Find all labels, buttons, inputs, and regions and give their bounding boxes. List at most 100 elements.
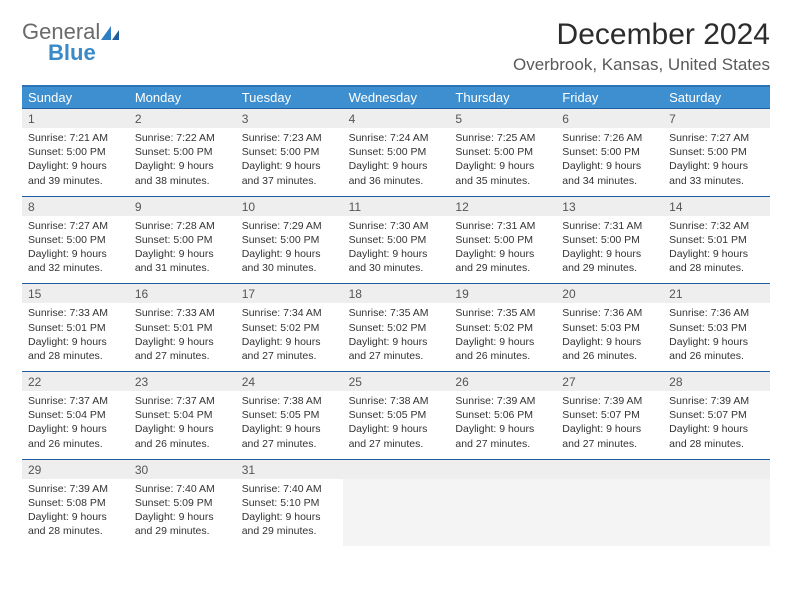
day-number: 31 <box>236 460 343 479</box>
day-number: 7 <box>663 109 770 128</box>
sunset-value: 5:00 PM <box>387 234 426 246</box>
sunset-line: Sunset: 5:04 PM <box>135 408 230 422</box>
daylight-line: Daylight: 9 hours and 29 minutes. <box>242 510 337 538</box>
sunset-value: 5:00 PM <box>280 234 319 246</box>
daynum-strip: 1234567 <box>22 109 770 128</box>
day-body: Sunrise: 7:21 AMSunset: 5:00 PMDaylight:… <box>22 128 129 196</box>
dow-cell: Wednesday <box>343 87 450 108</box>
daylight-line: Daylight: 9 hours and 27 minutes. <box>242 335 337 363</box>
sunset-value: 5:06 PM <box>494 409 533 421</box>
daynum-strip: 15161718192021 <box>22 284 770 303</box>
sunrise-line: Sunrise: 7:35 AM <box>455 306 550 320</box>
sunrise-line: Sunrise: 7:25 AM <box>455 131 550 145</box>
sunrise-value: 7:21 AM <box>69 132 108 144</box>
daylight-value: 9 hours and 27 minutes. <box>135 336 214 362</box>
sunset-value: 5:00 PM <box>173 146 212 158</box>
sunrise-value: 7:39 AM <box>497 395 536 407</box>
sunset-line: Sunset: 5:00 PM <box>135 233 230 247</box>
sunrise-value: 7:39 AM <box>604 395 643 407</box>
day-number: 27 <box>556 372 663 391</box>
day-body: Sunrise: 7:37 AMSunset: 5:04 PMDaylight:… <box>129 391 236 459</box>
day-number: 20 <box>556 284 663 303</box>
sunrise-line: Sunrise: 7:40 AM <box>135 482 230 496</box>
sail-icon <box>100 25 120 41</box>
week-row: 891011121314Sunrise: 7:27 AMSunset: 5:00… <box>22 196 770 284</box>
daylight-line: Daylight: 9 hours and 34 minutes. <box>562 159 657 187</box>
sunrise-value: 7:33 AM <box>176 307 215 319</box>
sunset-value: 5:00 PM <box>494 234 533 246</box>
daylight-line: Daylight: 9 hours and 26 minutes. <box>135 422 230 450</box>
day-number: 21 <box>663 284 770 303</box>
daylight-value: 9 hours and 29 minutes. <box>242 511 321 537</box>
sunrise-value: 7:37 AM <box>176 395 215 407</box>
sunset-value: 5:01 PM <box>67 322 106 334</box>
day-body: Sunrise: 7:35 AMSunset: 5:02 PMDaylight:… <box>449 303 556 371</box>
dow-cell: Monday <box>129 87 236 108</box>
sunset-value: 5:07 PM <box>708 409 747 421</box>
day-number: 9 <box>129 197 236 216</box>
daylight-value: 9 hours and 26 minutes. <box>669 336 748 362</box>
daylight-value: 9 hours and 33 minutes. <box>669 160 748 186</box>
sunset-value: 5:04 PM <box>173 409 212 421</box>
day-body: Sunrise: 7:30 AMSunset: 5:00 PMDaylight:… <box>343 216 450 284</box>
day-body <box>343 479 450 547</box>
day-number <box>449 460 556 479</box>
daylight-value: 9 hours and 34 minutes. <box>562 160 641 186</box>
daylight-line: Daylight: 9 hours and 26 minutes. <box>28 422 123 450</box>
day-body: Sunrise: 7:29 AMSunset: 5:00 PMDaylight:… <box>236 216 343 284</box>
dow-cell: Tuesday <box>236 87 343 108</box>
day-of-week-header: SundayMondayTuesdayWednesdayThursdayFrid… <box>22 87 770 108</box>
sunrise-line: Sunrise: 7:30 AM <box>349 219 444 233</box>
daylight-value: 9 hours and 26 minutes. <box>455 336 534 362</box>
daylight-value: 9 hours and 26 minutes. <box>562 336 641 362</box>
sunrise-value: 7:27 AM <box>711 132 750 144</box>
day-number: 18 <box>343 284 450 303</box>
sunrise-value: 7:40 AM <box>176 483 215 495</box>
sunrise-value: 7:35 AM <box>390 307 429 319</box>
daylight-line: Daylight: 9 hours and 28 minutes. <box>28 510 123 538</box>
sunset-line: Sunset: 5:00 PM <box>135 145 230 159</box>
day-number: 1 <box>22 109 129 128</box>
daylight-value: 9 hours and 29 minutes. <box>135 511 214 537</box>
day-number: 24 <box>236 372 343 391</box>
dow-cell: Saturday <box>663 87 770 108</box>
day-body: Sunrise: 7:27 AMSunset: 5:00 PMDaylight:… <box>663 128 770 196</box>
daylight-line: Daylight: 9 hours and 27 minutes. <box>562 422 657 450</box>
sunrise-line: Sunrise: 7:33 AM <box>135 306 230 320</box>
sunrise-line: Sunrise: 7:39 AM <box>669 394 764 408</box>
sunset-line: Sunset: 5:03 PM <box>562 321 657 335</box>
sunrise-line: Sunrise: 7:29 AM <box>242 219 337 233</box>
day-body: Sunrise: 7:23 AMSunset: 5:00 PMDaylight:… <box>236 128 343 196</box>
daylight-value: 9 hours and 36 minutes. <box>349 160 428 186</box>
location-text: Overbrook, Kansas, United States <box>513 55 770 75</box>
day-body: Sunrise: 7:38 AMSunset: 5:05 PMDaylight:… <box>343 391 450 459</box>
sunset-line: Sunset: 5:03 PM <box>669 321 764 335</box>
sunset-value: 5:07 PM <box>601 409 640 421</box>
daylight-line: Daylight: 9 hours and 29 minutes. <box>135 510 230 538</box>
sunset-line: Sunset: 5:00 PM <box>562 145 657 159</box>
sunrise-line: Sunrise: 7:23 AM <box>242 131 337 145</box>
sunrise-line: Sunrise: 7:27 AM <box>669 131 764 145</box>
sunset-line: Sunset: 5:00 PM <box>28 233 123 247</box>
dow-cell: Thursday <box>449 87 556 108</box>
day-body: Sunrise: 7:28 AMSunset: 5:00 PMDaylight:… <box>129 216 236 284</box>
daylight-line: Daylight: 9 hours and 28 minutes. <box>28 335 123 363</box>
day-number: 15 <box>22 284 129 303</box>
daybody-strip: Sunrise: 7:21 AMSunset: 5:00 PMDaylight:… <box>22 128 770 196</box>
sunset-line: Sunset: 5:00 PM <box>349 145 444 159</box>
sunset-line: Sunset: 5:09 PM <box>135 496 230 510</box>
week-row: 1234567Sunrise: 7:21 AMSunset: 5:00 PMDa… <box>22 108 770 196</box>
day-body: Sunrise: 7:31 AMSunset: 5:00 PMDaylight:… <box>556 216 663 284</box>
sunset-value: 5:02 PM <box>280 322 319 334</box>
day-body: Sunrise: 7:26 AMSunset: 5:00 PMDaylight:… <box>556 128 663 196</box>
sunset-line: Sunset: 5:00 PM <box>242 145 337 159</box>
sunrise-line: Sunrise: 7:27 AM <box>28 219 123 233</box>
day-body: Sunrise: 7:39 AMSunset: 5:06 PMDaylight:… <box>449 391 556 459</box>
sunset-line: Sunset: 5:00 PM <box>669 145 764 159</box>
sunrise-line: Sunrise: 7:40 AM <box>242 482 337 496</box>
sunset-value: 5:05 PM <box>280 409 319 421</box>
daylight-line: Daylight: 9 hours and 27 minutes. <box>349 422 444 450</box>
day-number <box>556 460 663 479</box>
day-body: Sunrise: 7:39 AMSunset: 5:08 PMDaylight:… <box>22 479 129 547</box>
sunset-line: Sunset: 5:05 PM <box>242 408 337 422</box>
